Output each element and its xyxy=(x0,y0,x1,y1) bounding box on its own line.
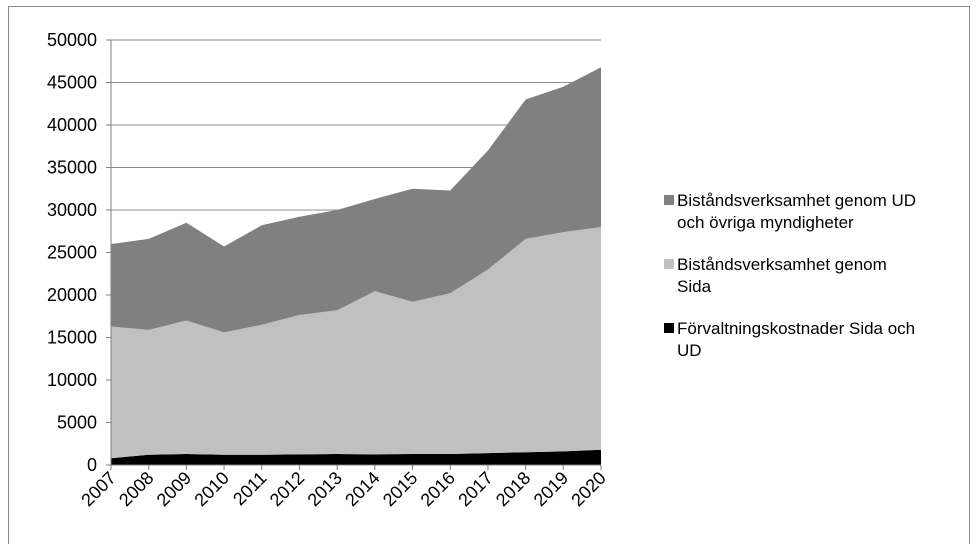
y-tick-label: 25000 xyxy=(47,243,97,263)
axes xyxy=(106,39,602,470)
x-tick-label: 2008 xyxy=(115,468,157,510)
x-tick-label: 2016 xyxy=(417,468,459,510)
legend-label: Sida xyxy=(677,277,712,296)
area-series-3 xyxy=(111,67,601,333)
x-tick-label: 2019 xyxy=(530,468,572,510)
legend-label: Biståndsverksamhet genom xyxy=(677,255,887,274)
legend-label: Biståndsverksamhet genom UD xyxy=(677,191,916,210)
x-tick-label: 2017 xyxy=(454,468,496,510)
area-series xyxy=(111,67,601,465)
legend-entry-2: Biståndsverksamhet genom Sida xyxy=(664,255,887,296)
x-tick-label: 2011 xyxy=(229,468,271,510)
x-tick-label: 2018 xyxy=(492,468,534,510)
legend-swatch xyxy=(664,323,674,333)
y-tick-label: 0 xyxy=(87,455,97,475)
y-tick-label: 40000 xyxy=(47,115,97,135)
x-tick-label: 2009 xyxy=(153,468,195,510)
y-tick-label: 5000 xyxy=(57,413,97,433)
y-tick-label: 20000 xyxy=(47,285,97,305)
area-series-2 xyxy=(111,227,601,459)
y-tick-label: 15000 xyxy=(47,328,97,348)
y-axis-tick-labels: 0 5000 10000 15000 20000 25000 30000 35000 40000… xyxy=(47,30,97,475)
x-axis-tick-labels: 2007200820092010201120122013201420152016… xyxy=(77,468,609,510)
y-tick-label: 10000 xyxy=(47,370,97,390)
x-tick-label: 2020 xyxy=(567,468,609,510)
y-tick-label: 45000 xyxy=(47,73,97,93)
x-tick-label: 2014 xyxy=(341,468,383,510)
area-series-1 xyxy=(111,449,601,465)
legend-label: och övriga myndigheter xyxy=(677,213,854,232)
chart-frame xyxy=(8,6,970,544)
y-tick-label: 35000 xyxy=(47,158,97,178)
y-tick-label: 50000 xyxy=(47,30,97,50)
x-tick-label: 2010 xyxy=(190,468,232,510)
legend-label: Förvaltningskostnader Sida och xyxy=(677,319,915,338)
x-tick-label: 2012 xyxy=(266,468,308,510)
y-tick-label: 30000 xyxy=(47,200,97,220)
x-tick-label: 2013 xyxy=(304,468,346,510)
legend-label: UD xyxy=(677,341,702,360)
legend-swatch xyxy=(664,259,674,269)
legend-entry-1: Biståndsverksamhet genom UD och övriga my… xyxy=(664,191,916,232)
legend-swatch xyxy=(664,195,674,205)
x-tick-label: 2007 xyxy=(77,468,119,510)
legend: Biståndsverksamhet genom UD och övriga my… xyxy=(664,191,916,360)
x-tick-label: 2015 xyxy=(379,468,421,510)
legend-entry-3: Förvaltningskostnader Sida och UD xyxy=(664,319,915,360)
